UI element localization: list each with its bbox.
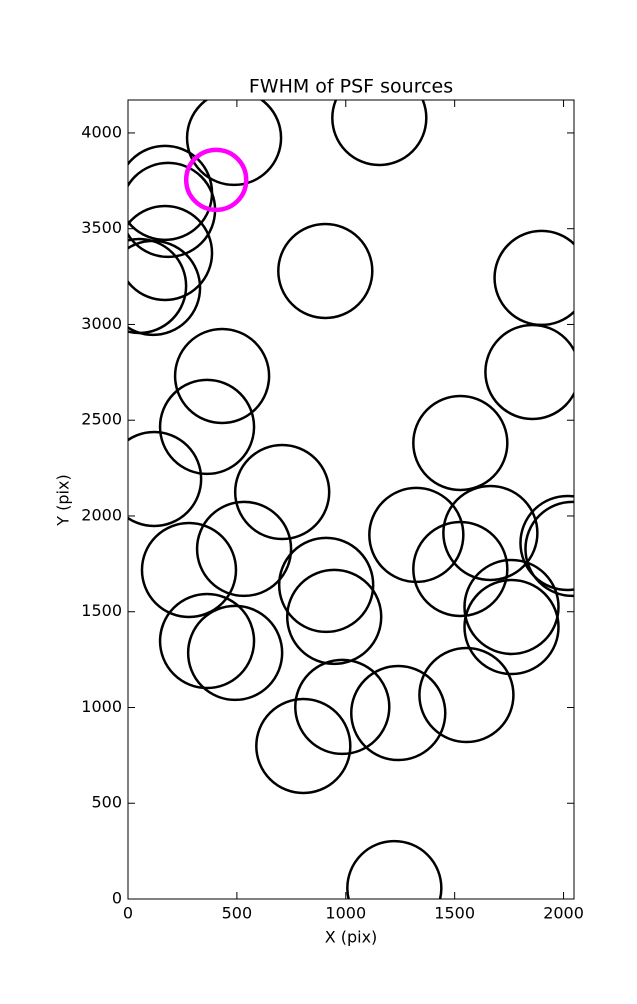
source-marker (158, 592, 256, 690)
x-tick-label: 0 (123, 904, 133, 923)
plot-frame (127, 99, 575, 900)
y-tick-label: 2000 (81, 505, 122, 524)
x-tick-label: 1000 (325, 904, 366, 923)
y-tick-label: 4000 (81, 122, 122, 141)
y-tick-label: 3500 (81, 218, 122, 237)
source-marker (418, 646, 515, 744)
source-marker (158, 378, 256, 476)
y-tick-label: 1000 (81, 697, 122, 716)
source-marker (463, 578, 560, 676)
source-marker (463, 558, 560, 656)
source-marker (255, 697, 352, 795)
plot-area (128, 100, 574, 899)
x-tick-label: 500 (222, 904, 253, 923)
source-marker (484, 323, 574, 421)
x-axis-label: X (pix) (325, 928, 378, 947)
source-marker (233, 443, 331, 541)
source-marker (519, 494, 574, 592)
source-marker (277, 536, 375, 634)
y-tick-label: 1500 (81, 601, 122, 620)
source-marker (277, 222, 374, 320)
source-marker (183, 147, 249, 213)
y-tick-label: 500 (91, 793, 122, 812)
source-marker (442, 484, 539, 582)
source-marker (195, 500, 293, 598)
source-marker (524, 500, 574, 598)
chart-title: FWHM of PSF sources (249, 76, 453, 98)
source-marker (350, 664, 447, 762)
source-marker (185, 100, 283, 187)
source-marker (412, 394, 509, 492)
source-marker (128, 204, 214, 302)
source-marker (173, 327, 271, 425)
source-marker (140, 521, 238, 619)
source-marker (331, 100, 428, 167)
source-marker (128, 237, 188, 335)
source-marker (346, 839, 443, 899)
y-tick-label: 2500 (81, 410, 122, 429)
y-tick-label: 3000 (81, 314, 122, 333)
y-axis-label: Y (pix) (54, 474, 73, 526)
source-marker (294, 658, 391, 756)
x-tick-label: 2000 (543, 904, 584, 923)
y-tick-label: 0 (112, 889, 122, 908)
source-marker (128, 430, 203, 528)
source-marker (412, 520, 509, 618)
source-marker (285, 568, 383, 666)
x-tick-label: 1500 (434, 904, 475, 923)
source-marker (186, 604, 284, 702)
source-marker (368, 486, 465, 584)
